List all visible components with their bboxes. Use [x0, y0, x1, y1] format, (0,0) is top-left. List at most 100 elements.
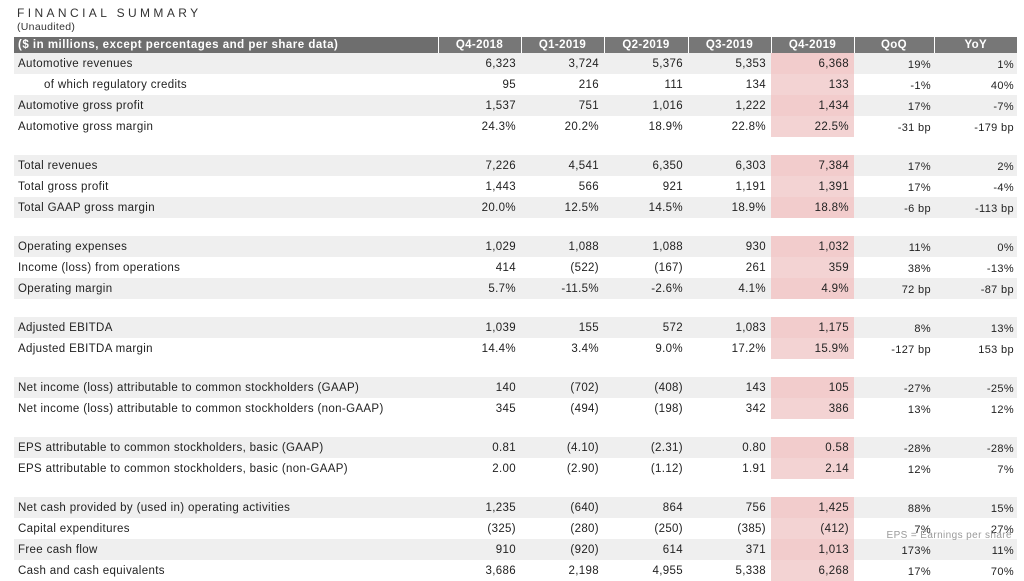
value-cell: (385): [737, 522, 766, 535]
spacer-row: [14, 137, 1017, 155]
table-row: Operating margin 5.7% -11.5% -2.6% 4.1% 4.9% 7…: [14, 278, 1017, 299]
yoy-cell: 0%: [934, 236, 1017, 257]
page-subtitle: (Unaudited): [17, 21, 76, 33]
yoy-cell: -25%: [934, 377, 1017, 398]
table-row: EPS attributable to common stockholders,…: [14, 458, 1017, 479]
highlighted-value-cell: 15.9%: [771, 338, 854, 359]
yoy-cell: -179 bp: [974, 122, 1014, 134]
value-cell: 5.7%: [438, 278, 521, 299]
row-label: EPS attributable to common stockholders,…: [14, 437, 438, 458]
value-cell: 18.9%: [648, 120, 683, 133]
value-cell: 6,350: [604, 155, 688, 176]
value-cell: 3,724: [521, 53, 604, 74]
row-label: Free cash flow: [14, 539, 438, 560]
column-header: Q2-2019: [603, 37, 688, 53]
column-header: Q4-2018: [437, 37, 521, 53]
value-cell: 0.81: [438, 437, 521, 458]
highlighted-value-cell: 1,013: [771, 539, 854, 560]
table-row: Adjusted EBITDA margin 14.4% 3.4% 9.0% 17.2%…: [14, 338, 1017, 359]
value-cell: 1,029: [438, 236, 521, 257]
table-row: Income (loss) from operations 414 (522) (16…: [14, 257, 1017, 278]
value-cell: 572: [604, 317, 688, 338]
header-label: ($ in millions, except percentages and p…: [14, 37, 438, 53]
yoy-cell: 7%: [997, 464, 1014, 476]
highlighted-value-cell: 133: [771, 74, 854, 95]
value-cell: 3.4%: [571, 342, 599, 355]
value-cell: -2.6%: [604, 278, 688, 299]
value-cell: (2.90): [566, 462, 599, 475]
value-cell: 95: [502, 78, 516, 91]
spacer-row: [14, 479, 1017, 497]
value-cell: 921: [662, 180, 683, 193]
highlighted-value-cell: (412): [771, 518, 854, 539]
value-cell: 140: [438, 377, 521, 398]
row-label: Automotive gross profit: [14, 95, 438, 116]
qoq-cell: 17%: [854, 95, 934, 116]
row-label: Adjusted EBITDA margin: [18, 342, 153, 355]
value-cell: (2.31): [604, 437, 688, 458]
spacer-row: [14, 419, 1017, 437]
value-cell: (198): [654, 402, 683, 415]
qoq-cell: 11%: [854, 236, 934, 257]
value-cell: 1,537: [438, 95, 521, 116]
value-cell: 566: [578, 180, 599, 193]
highlighted-value-cell: 1,434: [771, 95, 854, 116]
value-cell: 2,198: [568, 564, 599, 577]
yoy-cell: -87 bp: [934, 278, 1017, 299]
table-row: Automotive gross margin 24.3% 20.2% 18.9% 22…: [14, 116, 1017, 137]
table-row: EPS attributable to common stockholders,…: [14, 437, 1017, 458]
value-cell: 7,226: [438, 155, 521, 176]
qoq-cell: 19%: [854, 53, 934, 74]
value-cell: 14.4%: [481, 342, 516, 355]
value-cell: (167): [654, 261, 683, 274]
column-header: QoQ: [853, 37, 934, 53]
yoy-cell: 2%: [934, 155, 1017, 176]
value-cell: 4,955: [652, 564, 683, 577]
value-cell: 1,083: [688, 317, 771, 338]
footnote: EPS = Earnings per share: [886, 530, 1012, 541]
value-cell: (494): [570, 402, 599, 415]
yoy-cell: -28%: [934, 437, 1017, 458]
qoq-cell: -6 bp: [854, 197, 934, 218]
highlighted-value-cell: 18.8%: [771, 197, 854, 218]
value-cell: (522): [570, 261, 599, 274]
highlighted-value-cell: 1,425: [771, 497, 854, 518]
qoq-cell: 12%: [907, 464, 931, 476]
value-cell: 261: [745, 261, 766, 274]
value-cell: 5,338: [735, 564, 766, 577]
row-label: Income (loss) from operations: [18, 261, 181, 274]
spacer-row: [14, 218, 1017, 236]
yoy-cell: 40%: [990, 80, 1014, 92]
spacer-row: [14, 359, 1017, 377]
value-cell: 5,353: [688, 53, 771, 74]
highlighted-value-cell: 386: [771, 398, 854, 419]
row-label: Automotive revenues: [14, 53, 438, 74]
row-label: Total GAAP gross margin: [14, 197, 438, 218]
row-label: EPS attributable to common stockholders,…: [18, 462, 348, 475]
highlighted-value-cell: 0.58: [771, 437, 854, 458]
yoy-cell: 11%: [934, 539, 1017, 560]
value-cell: 614: [604, 539, 688, 560]
yoy-cell: -13%: [986, 263, 1014, 275]
table-row: Adjusted EBITDA 1,039 155 572 1,083 1,175 8% 13…: [14, 317, 1017, 338]
value-cell: 5,376: [604, 53, 688, 74]
value-cell: (640): [521, 497, 604, 518]
value-cell: 4,541: [521, 155, 604, 176]
table-row: Operating expenses 1,029 1,088 1,088 930 1,03…: [14, 236, 1017, 257]
qoq-cell: 8%: [854, 317, 934, 338]
highlighted-value-cell: 1,175: [771, 317, 854, 338]
table-row: Capital expenditures (325) (280) (250) (385)…: [14, 518, 1017, 539]
column-header: Q4-2019: [770, 37, 854, 53]
table-row: Cash and cash equivalents 3,686 2,198 4,955…: [14, 560, 1017, 581]
value-cell: 3,686: [485, 564, 516, 577]
highlighted-value-cell: 1,032: [771, 236, 854, 257]
value-cell: 1,222: [688, 95, 771, 116]
value-cell: 111: [664, 78, 683, 91]
value-cell: 12.5%: [521, 197, 604, 218]
row-label: Capital expenditures: [18, 522, 130, 535]
column-header: Q1-2019: [520, 37, 604, 53]
value-cell: -11.5%: [521, 278, 604, 299]
table-row: of which regulatory credits 95 216 111 134 13…: [14, 74, 1017, 95]
row-label: Operating margin: [14, 278, 438, 299]
value-cell: 22.8%: [731, 120, 766, 133]
